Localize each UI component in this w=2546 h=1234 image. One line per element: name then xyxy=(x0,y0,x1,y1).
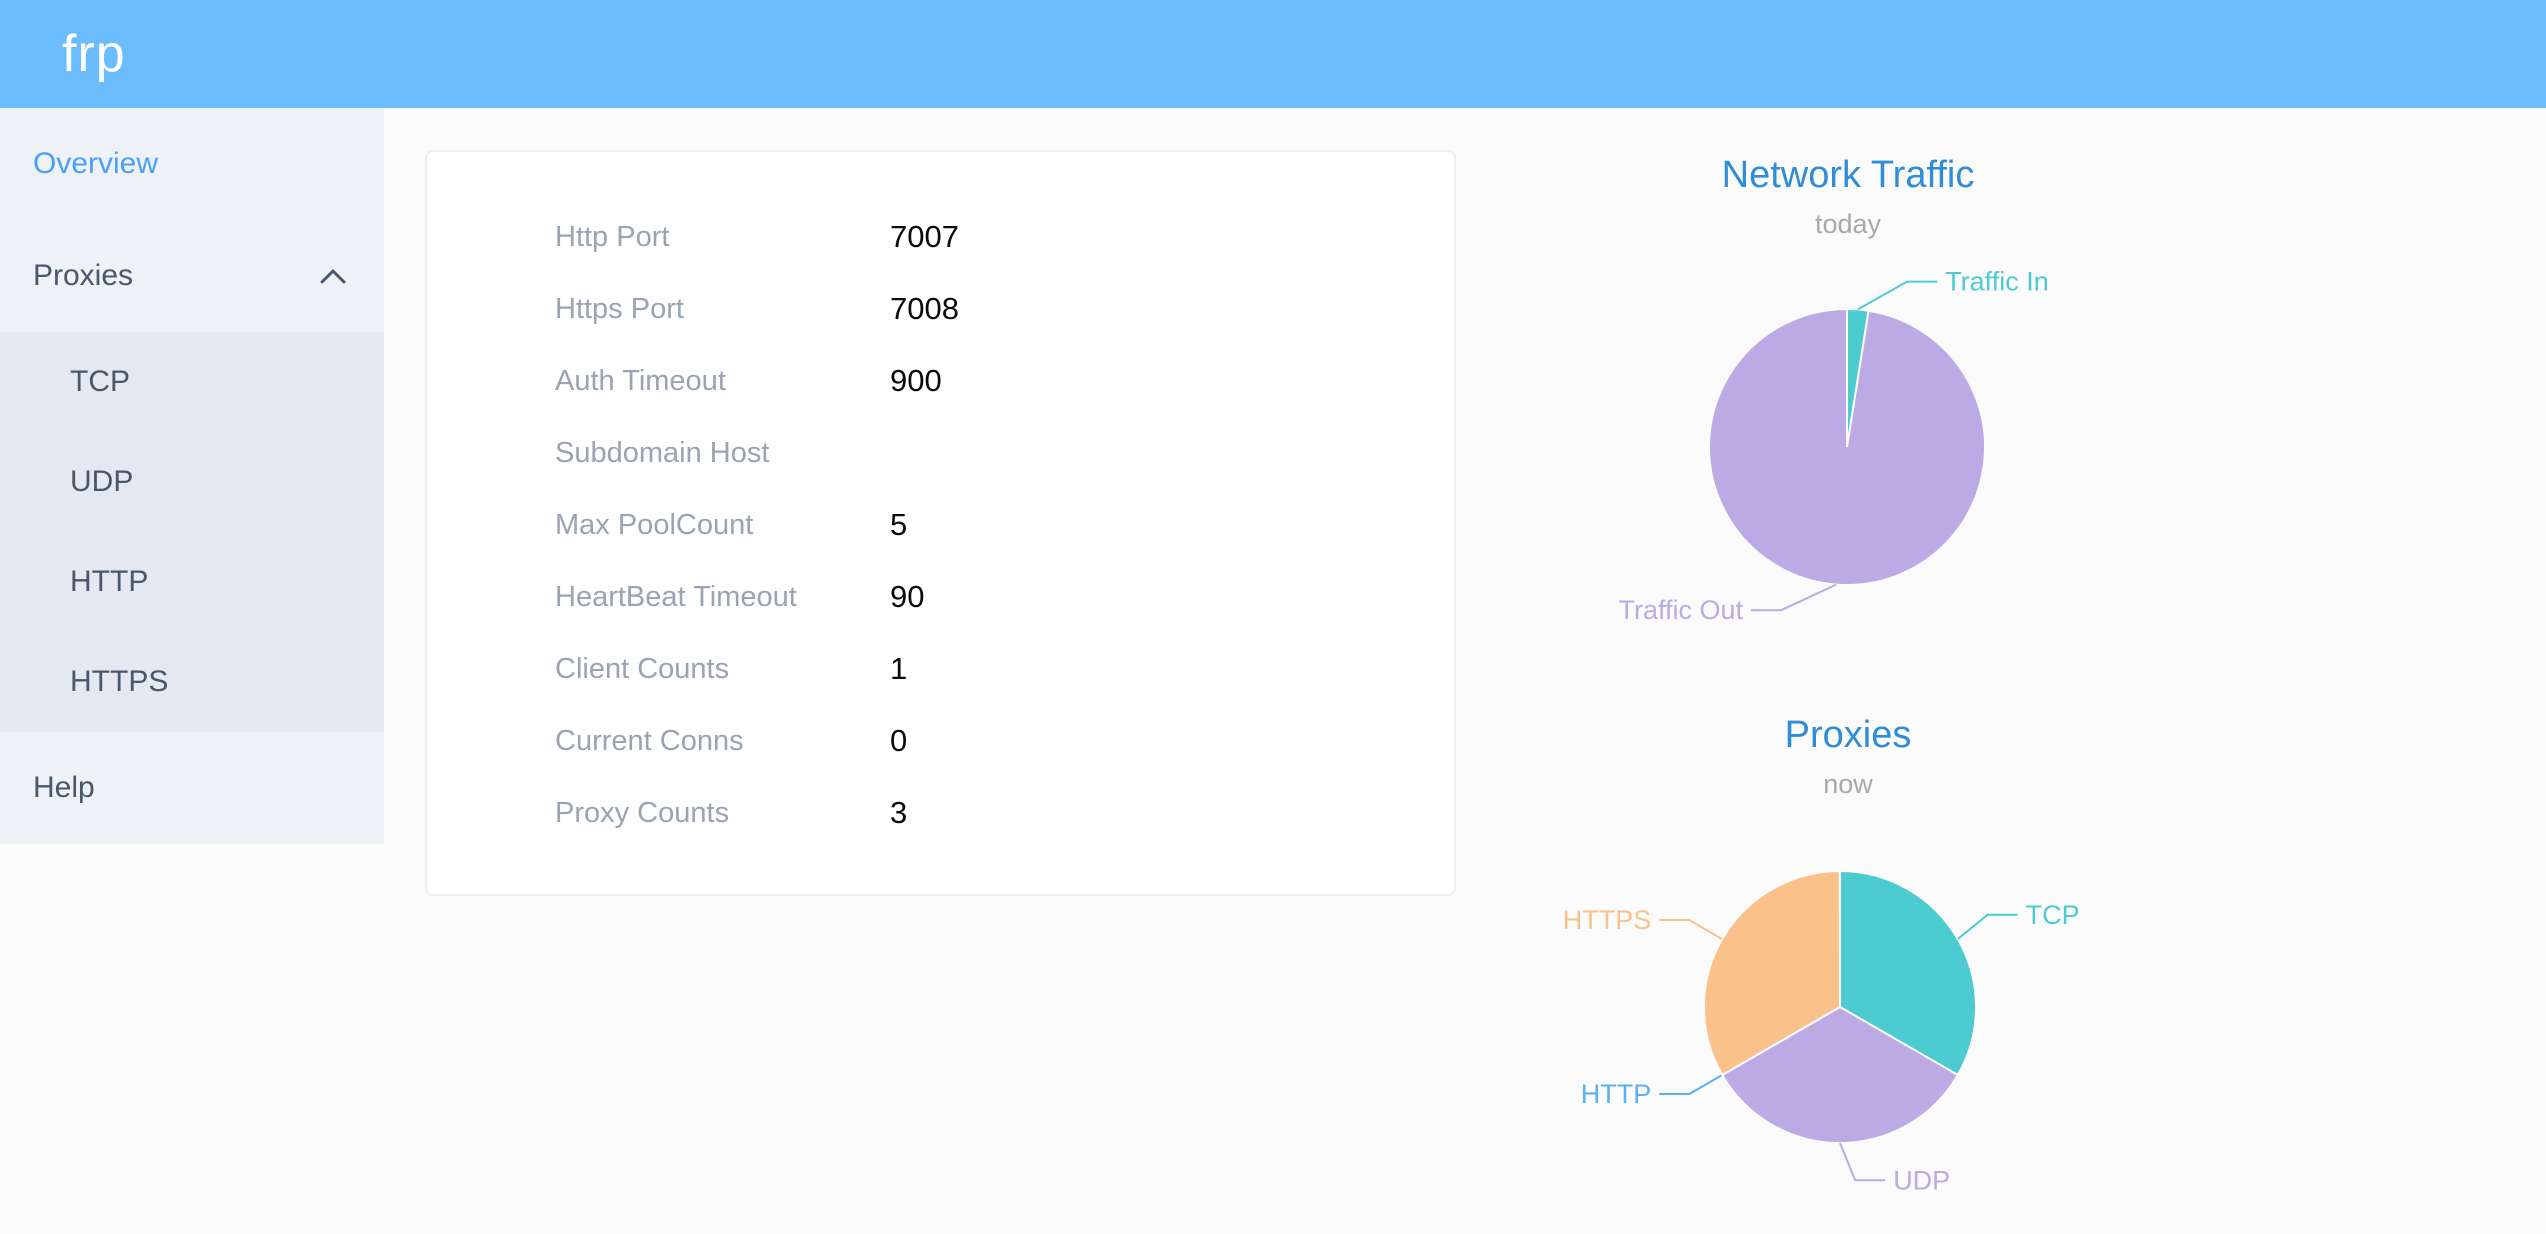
info-value: 5 xyxy=(890,507,908,542)
network-traffic-pie: Traffic In Traffic Out xyxy=(1619,267,2049,626)
pie-label-line xyxy=(1659,919,1723,940)
pie-label-line xyxy=(1957,913,2018,940)
info-label: Https Port xyxy=(555,292,684,325)
proxies-pie: TCP UDP HTTP HTTPS xyxy=(1563,869,2080,1195)
pie-label: HTTPS xyxy=(1563,905,1652,935)
info-row-proxy-counts: Proxy Counts 3 xyxy=(427,777,1454,849)
info-row-client-counts: Client Counts 1 xyxy=(427,633,1454,705)
info-label: Auth Timeout xyxy=(555,364,726,397)
info-row-auth-timeout: Auth Timeout 900 xyxy=(427,345,1454,417)
frp-logo: frp xyxy=(62,25,126,83)
sidebar-item-tcp[interactable]: TCP xyxy=(0,332,384,432)
info-value: 1 xyxy=(890,651,908,686)
sidebar-item-udp[interactable]: UDP xyxy=(0,432,384,532)
server-info-card: Http Port 7007 Https Port 7008 Auth Time… xyxy=(425,150,1456,896)
info-row-http-port: Http Port 7007 xyxy=(427,201,1454,273)
sidebar-item-label: HTTPS xyxy=(70,665,169,698)
pie-label-line xyxy=(1839,1142,1886,1182)
sidebar-item-help[interactable]: Help xyxy=(0,732,384,844)
pie-label: Traffic Out xyxy=(1619,595,1744,625)
proxies-chart: Proxies now TCP UDP HTTP HTTPS xyxy=(1458,712,2238,1204)
info-label: Http Port xyxy=(555,220,670,253)
info-label: Subdomain Host xyxy=(555,436,770,469)
info-row-max-poolcount: Max PoolCount 5 xyxy=(427,489,1454,561)
sidebar-item-overview[interactable]: Overview xyxy=(0,108,384,220)
chevron-up-icon xyxy=(320,269,346,284)
info-row-current-conns: Current Conns 0 xyxy=(427,705,1454,777)
chart-subtitle: today xyxy=(1814,209,1882,239)
pie-label: Traffic In xyxy=(1945,267,2049,297)
pie-label: HTTP xyxy=(1581,1079,1652,1109)
info-row-https-port: Https Port 7008 xyxy=(427,273,1454,345)
info-row-heartbeat-timeout: HeartBeat Timeout 90 xyxy=(427,561,1454,633)
pie-label-line xyxy=(1857,280,1938,311)
info-value: 900 xyxy=(890,363,942,398)
info-label: HeartBeat Timeout xyxy=(555,580,797,613)
chart-subtitle: now xyxy=(1823,769,1873,799)
info-label: Proxy Counts xyxy=(555,796,730,829)
info-value: 0 xyxy=(890,723,908,758)
pie-label: TCP xyxy=(2026,900,2080,930)
sidebar: Overview Proxies TCP UDP HTTP HTTPS Help xyxy=(0,108,384,844)
sidebar-item-label: UDP xyxy=(70,465,134,498)
sidebar-item-label: Proxies xyxy=(33,259,134,292)
pie-label: UDP xyxy=(1893,1165,1950,1195)
sidebar-item-proxies[interactable]: Proxies xyxy=(0,220,384,332)
sidebar-item-label: Overview xyxy=(33,147,159,180)
info-label: Client Counts xyxy=(555,652,730,685)
pie-label-line xyxy=(1659,1074,1723,1095)
chart-title: Proxies xyxy=(1784,714,1912,756)
sidebar-item-http[interactable]: HTTP xyxy=(0,532,384,632)
info-value: 7008 xyxy=(890,291,959,326)
app-header: frp xyxy=(0,0,2546,108)
pie-slice-traffic-out[interactable] xyxy=(1708,307,1987,586)
chart-title: Network Traffic xyxy=(1721,154,1975,196)
network-traffic-chart: Network Traffic today Traffic In Traffic … xyxy=(1458,152,2238,644)
info-label: Current Conns xyxy=(555,724,744,757)
sidebar-item-label: HTTP xyxy=(70,565,149,598)
info-row-subdomain-host: Subdomain Host xyxy=(427,417,1454,489)
sidebar-item-https[interactable]: HTTPS xyxy=(0,632,384,732)
sidebar-item-label: Help xyxy=(33,771,95,804)
info-value: 7007 xyxy=(890,219,959,254)
info-value: 90 xyxy=(890,579,925,614)
proxies-submenu: TCP UDP HTTP HTTPS xyxy=(0,332,384,732)
sidebar-item-label: TCP xyxy=(70,365,130,398)
info-label: Max PoolCount xyxy=(555,508,754,541)
pie-label-line xyxy=(1751,583,1837,612)
info-value: 3 xyxy=(890,795,908,830)
